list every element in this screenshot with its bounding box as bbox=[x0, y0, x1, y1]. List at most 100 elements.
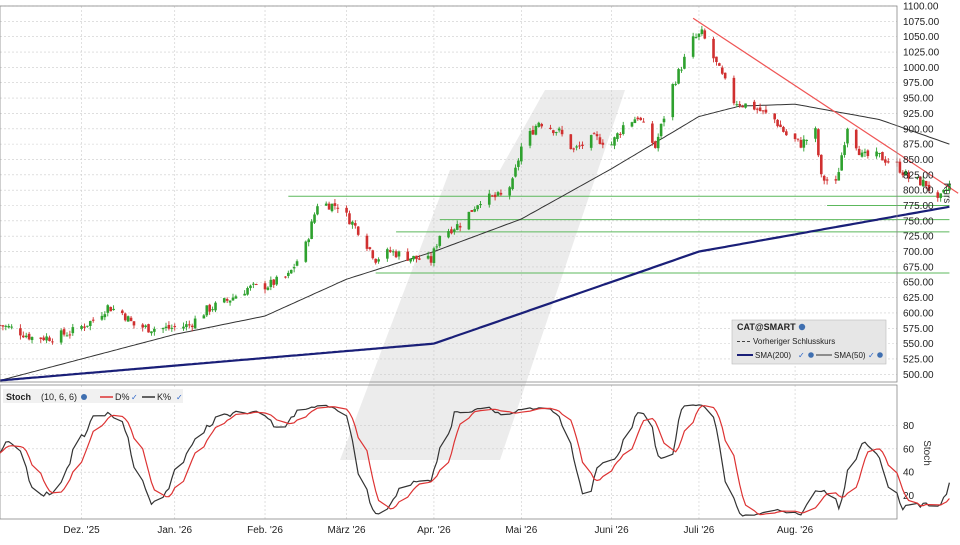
candle-body bbox=[7, 325, 11, 328]
candle-body bbox=[453, 229, 456, 232]
candle-body bbox=[942, 189, 945, 193]
candle-body bbox=[642, 121, 645, 123]
legend-sma200-globe-icon[interactable] bbox=[808, 352, 814, 358]
price-tick-label: 500.00 bbox=[903, 370, 934, 381]
candle-body bbox=[878, 152, 881, 154]
stoch-axis-title: Stoch bbox=[921, 440, 932, 466]
candle-body bbox=[776, 119, 779, 127]
candle-body bbox=[671, 84, 675, 118]
candle-body bbox=[802, 139, 806, 148]
price-tick-label: 850.00 bbox=[903, 155, 934, 166]
candle-body bbox=[304, 241, 308, 262]
candle-body bbox=[0, 324, 2, 326]
x-tick-label: Feb. '26 bbox=[247, 525, 283, 536]
x-tick-label: Aug. '26 bbox=[777, 525, 814, 536]
candle-body bbox=[738, 104, 742, 106]
candle-body bbox=[651, 123, 654, 143]
candle-body bbox=[348, 213, 351, 225]
legend-sma50-globe-icon[interactable] bbox=[877, 352, 883, 358]
stoch-d-line bbox=[0, 405, 950, 516]
stoch-grid bbox=[0, 425, 897, 496]
candle-body bbox=[182, 326, 185, 329]
candle-body bbox=[619, 133, 622, 135]
candle-body bbox=[356, 226, 360, 235]
candle-body bbox=[173, 326, 177, 328]
stoch-d-check-icon[interactable]: ✓ bbox=[131, 393, 138, 402]
candle-body bbox=[397, 251, 401, 257]
candle-body bbox=[345, 207, 348, 213]
candle-body bbox=[718, 63, 721, 66]
stoch-k-label: K% bbox=[157, 392, 171, 402]
stoch-lines bbox=[0, 404, 950, 517]
candle-body bbox=[24, 335, 28, 338]
candle-body bbox=[723, 72, 727, 79]
candle-body bbox=[901, 172, 905, 176]
stoch-globe-icon[interactable] bbox=[81, 394, 87, 400]
candle-body bbox=[817, 129, 820, 156]
candle-body bbox=[438, 235, 442, 246]
candle-body bbox=[234, 296, 238, 299]
legend-sma50-check-icon[interactable]: ✓ bbox=[868, 351, 875, 360]
candle-body bbox=[121, 310, 124, 313]
candle-body bbox=[330, 203, 334, 212]
candle-body bbox=[228, 300, 232, 303]
candle-body bbox=[886, 161, 890, 163]
candle-body bbox=[310, 221, 313, 239]
price-tick-label: 1050.00 bbox=[903, 32, 940, 43]
stoch-k-line bbox=[0, 404, 950, 517]
candle-body bbox=[752, 101, 756, 110]
panel-frames bbox=[0, 5, 898, 520]
candle-body bbox=[936, 192, 940, 198]
candle-body bbox=[336, 207, 340, 209]
candle-body bbox=[863, 151, 867, 154]
candle-body bbox=[222, 298, 226, 303]
candle-body bbox=[147, 324, 150, 333]
candle-body bbox=[123, 313, 127, 321]
candle-body bbox=[866, 150, 870, 157]
stoch-header: Stoch (10, 6, 6) D% ✓ K% ✓ bbox=[3, 389, 183, 403]
candle-body bbox=[796, 138, 800, 140]
candle-body bbox=[613, 137, 616, 146]
candle-body bbox=[639, 117, 643, 121]
candle-body bbox=[225, 299, 229, 301]
candle-body bbox=[715, 56, 718, 63]
candle-body bbox=[854, 129, 858, 149]
candle-body bbox=[758, 107, 762, 112]
candle-body bbox=[45, 336, 48, 341]
candle-body bbox=[662, 118, 666, 123]
candle-body bbox=[391, 251, 395, 253]
price-tick-label: 975.00 bbox=[903, 78, 934, 89]
candle-body bbox=[735, 104, 739, 106]
candle-body bbox=[557, 128, 561, 131]
candle-body bbox=[785, 131, 788, 136]
sma50-line bbox=[0, 103, 950, 381]
price-grid bbox=[0, 5, 897, 519]
legend-sma200-check-icon[interactable]: ✓ bbox=[798, 351, 805, 360]
candle-body bbox=[744, 103, 747, 108]
candle-body bbox=[601, 142, 605, 145]
candle-body bbox=[287, 272, 290, 276]
candle-body bbox=[875, 151, 878, 157]
price-tick-label: 525.00 bbox=[903, 354, 934, 365]
candle-body bbox=[793, 133, 797, 140]
candle-body bbox=[755, 108, 759, 110]
candle-body bbox=[208, 304, 211, 312]
candle-body bbox=[575, 146, 578, 148]
candle-body bbox=[126, 316, 130, 322]
candle-body bbox=[374, 258, 377, 263]
stoch-k-check-icon[interactable]: ✓ bbox=[176, 393, 183, 402]
candle-body bbox=[653, 141, 657, 148]
candle-body bbox=[496, 192, 500, 196]
candle-body bbox=[633, 119, 637, 124]
candle-body bbox=[164, 326, 168, 329]
candle-body bbox=[39, 337, 43, 339]
candle-body bbox=[211, 309, 214, 311]
x-tick-label: Dez. '25 bbox=[63, 525, 100, 536]
legend-symbol-globe-icon[interactable] bbox=[798, 323, 806, 331]
candle-body bbox=[470, 210, 474, 212]
x-tick-label: Apr. '26 bbox=[417, 525, 451, 536]
candle-body bbox=[881, 152, 884, 161]
candle-body bbox=[592, 133, 596, 135]
candle-body bbox=[161, 328, 165, 330]
